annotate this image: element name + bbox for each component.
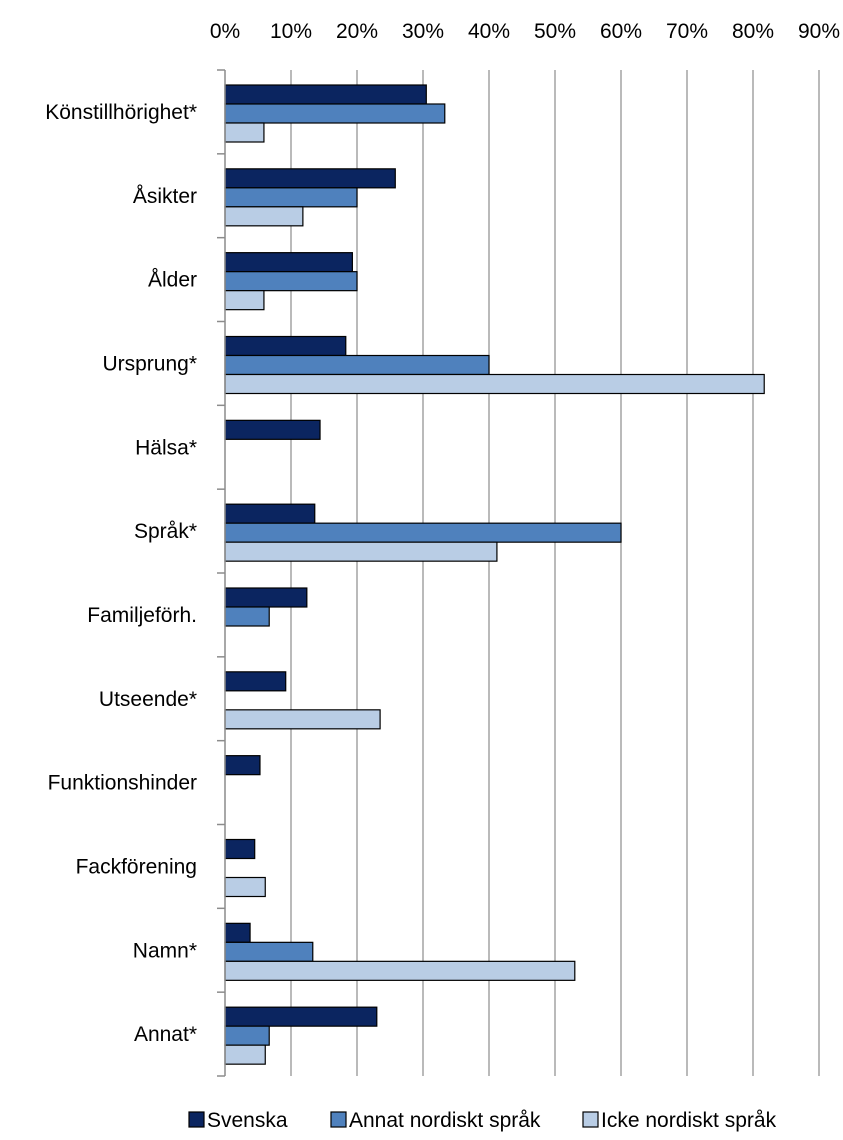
bar-icke-nordiskt-sprak-fackforening (224, 876, 266, 898)
x-tick-label: 0% (210, 20, 240, 43)
bar-icke-nordiskt-sprak-annat (224, 1044, 266, 1065)
legend-swatch-svenska (188, 1111, 205, 1128)
bar-svenska-alder (224, 252, 353, 273)
bar-annat-nordiskt-sprak-namn (224, 941, 314, 962)
category-labels: Könstillhörighet* Åsikter Ålder Ursprung* Hä… (45, 101, 197, 1046)
legend: Svenska Annat nordiskt språk Icke nordiskt… (188, 1109, 777, 1132)
bar-icke-nordiskt-sprak-namn (224, 960, 576, 981)
legend-label-icke-nordiskt-sprak: Icke nordiskt språk (601, 1109, 777, 1132)
bar-icke-nordiskt-sprak-alder (224, 290, 265, 311)
bar-svenska-utseende (224, 671, 287, 692)
x-tick-label: 30% (402, 20, 444, 43)
category-label-annat: Annat* (134, 1023, 197, 1046)
x-tick-label: 70% (666, 20, 708, 43)
x-tick-label: 40% (468, 20, 510, 43)
bar-annat-nordiskt-sprak-asikter (224, 187, 358, 208)
bar-svenska-familjeforh (224, 587, 308, 608)
category-label-funktionshinder: Funktionshinder (48, 772, 197, 795)
category-label-sprak: Språk* (134, 520, 197, 543)
bar-svenska-namn (224, 922, 251, 943)
bar-icke-nordiskt-sprak-asikter (224, 206, 304, 227)
bar-annat-nordiskt-sprak-ursprung (224, 354, 490, 376)
bar-svenska-sprak (224, 503, 316, 524)
bar-icke-nordiskt-sprak-sprak (224, 541, 498, 562)
gridlines (290, 70, 820, 1076)
x-tick-label: 60% (600, 20, 642, 43)
category-label-ursprung: Ursprung* (102, 352, 197, 375)
bar-annat-nordiskt-sprak-annat (224, 1025, 270, 1046)
x-tick-label: 50% (534, 20, 576, 43)
bar-icke-nordiskt-sprak-ursprung (224, 373, 765, 395)
x-tick-label: 80% (732, 20, 774, 43)
legend-label-annat-nordiskt-sprak: Annat nordiskt språk (349, 1109, 541, 1132)
x-tick-label: 90% (798, 20, 840, 43)
x-tick-label: 10% (270, 20, 312, 43)
legend-swatch-icke-nordiskt-sprak (582, 1111, 599, 1128)
x-tick-label: 20% (336, 20, 378, 43)
bars (224, 84, 765, 1065)
category-label-alder: Ålder (148, 269, 197, 292)
category-label-namn: Namn* (133, 939, 197, 962)
bar-icke-nordiskt-sprak-utseende (224, 709, 381, 730)
bar-svenska-halsa (224, 419, 321, 440)
bar-svenska-annat (224, 1006, 378, 1027)
category-label-asikter: Åsikter (133, 185, 197, 208)
bar-annat-nordiskt-sprak-konstillhorighet (224, 103, 446, 124)
category-label-konstillhorighet: Könstillhörighet* (45, 101, 197, 124)
bar-svenska-asikter (224, 168, 396, 189)
category-label-fackforening: Fackförening (76, 855, 197, 878)
bar-icke-nordiskt-sprak-konstillhorighet (224, 122, 265, 143)
bar-svenska-ursprung (224, 335, 347, 357)
category-label-utseende: Utseende* (99, 688, 197, 711)
legend-swatch-annat-nordiskt-sprak (330, 1111, 347, 1128)
y-axis (217, 69, 226, 1077)
bar-svenska-fackforening (224, 838, 256, 860)
category-label-familjeforh: Familjeförh. (87, 604, 197, 627)
bar-annat-nordiskt-sprak-sprak (224, 522, 622, 543)
x-axis-tick-labels: 0% 10% 20% 30% 40% 50% 60% 70% 80% 90% (210, 20, 840, 43)
bar-svenska-konstillhorighet (224, 84, 427, 105)
bar-svenska-funktionshinder (224, 755, 261, 776)
category-label-halsa: Hälsa* (135, 436, 197, 459)
bar-annat-nordiskt-sprak-alder (224, 271, 358, 292)
bar-annat-nordiskt-sprak-familjeforh (224, 606, 270, 627)
legend-label-svenska: Svenska (207, 1109, 288, 1132)
